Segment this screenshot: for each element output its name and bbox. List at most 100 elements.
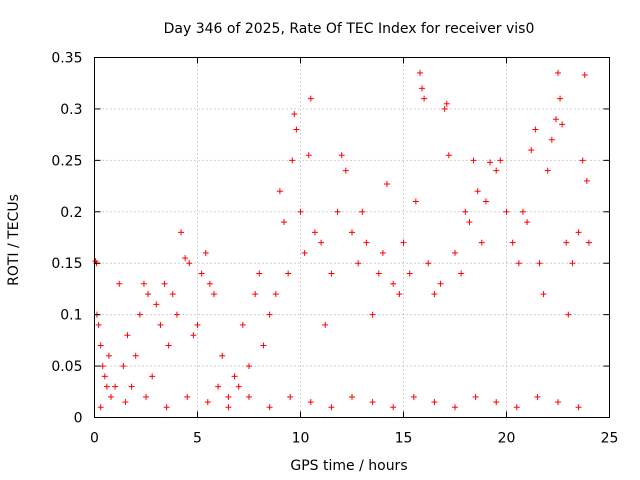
data-point (97, 404, 104, 411)
y-tick-label: 0.15 (51, 256, 82, 272)
data-point (246, 393, 252, 400)
data-point (143, 393, 149, 400)
data-point (178, 229, 185, 236)
data-point (153, 301, 160, 308)
data-point (548, 136, 555, 143)
data-point (452, 404, 458, 411)
data-point (445, 152, 452, 159)
data-point (112, 383, 119, 390)
y-tick-label: 0.1 (60, 308, 82, 324)
data-point (105, 352, 112, 359)
data-point (202, 249, 209, 256)
data-point (431, 399, 438, 406)
data-point (363, 239, 370, 246)
x-tick-label: 0 (90, 431, 99, 447)
y-tick-label: 0.05 (51, 359, 82, 375)
data-point (124, 332, 131, 339)
data-point (441, 105, 448, 112)
data-point (581, 71, 588, 78)
data-point (210, 291, 217, 298)
data-point (99, 363, 106, 370)
data-point (184, 393, 191, 400)
data-point (509, 239, 516, 246)
plot-frame (94, 57, 610, 418)
data-point (557, 95, 564, 102)
data-point (252, 291, 259, 298)
data-point (97, 342, 104, 349)
data-point (540, 291, 547, 298)
data-point (482, 198, 489, 205)
data-point (349, 229, 355, 236)
data-point (565, 311, 572, 318)
data-point (355, 260, 362, 267)
data-point (206, 280, 213, 287)
data-point (369, 311, 376, 318)
data-point (289, 157, 296, 164)
data-point (552, 116, 559, 123)
chart-title: Day 346 of 2025, Rate Of TEC Index for r… (164, 21, 535, 37)
data-point (161, 280, 168, 287)
data-point (493, 399, 500, 406)
data-point (534, 393, 541, 400)
data-point (149, 373, 156, 380)
data-point (585, 239, 592, 246)
data-point (182, 255, 189, 262)
data-point (272, 291, 279, 298)
data-point (328, 404, 335, 411)
data-point (342, 167, 349, 174)
data-point (583, 177, 590, 184)
data-point (219, 352, 226, 359)
data-point (169, 291, 176, 298)
data-point (519, 208, 526, 215)
data-point (198, 270, 205, 277)
data-point (163, 404, 170, 411)
x-tick-label: 10 (292, 431, 310, 447)
data-point (173, 311, 180, 318)
data-point (145, 291, 152, 298)
data-point (291, 111, 298, 118)
ticks-layer: 0 0.05 0.1 0.15 0.2 0.25 0.3 0.35 0 5 10 15 20 25 (51, 51, 618, 447)
data-point (311, 229, 318, 236)
x-tick-label: 25 (601, 431, 619, 447)
data-point (369, 399, 376, 406)
data-point (406, 270, 413, 277)
data-point (334, 208, 341, 215)
data-point (569, 260, 576, 267)
data-point (190, 332, 197, 339)
data-point (421, 95, 428, 102)
data-point (293, 126, 300, 133)
y-axis-label: ROTI / TECUs (6, 194, 22, 286)
data-point (305, 152, 312, 159)
data-point (431, 291, 438, 298)
data-point (579, 157, 586, 164)
data-point (103, 383, 110, 390)
data-point (375, 270, 382, 277)
data-point (165, 342, 172, 349)
x-tick-label: 15 (395, 431, 413, 447)
data-point (239, 321, 246, 328)
y-tick-label: 0.25 (51, 153, 82, 169)
data-point (285, 270, 292, 277)
data-point (128, 383, 135, 390)
data-point (328, 270, 335, 277)
x-tick-label: 20 (498, 431, 516, 447)
data-point (503, 208, 510, 215)
data-point (425, 260, 432, 267)
data-point (359, 208, 366, 215)
data-point (497, 157, 504, 164)
data-point (575, 404, 582, 411)
data-point (458, 270, 465, 277)
data-point (235, 383, 242, 390)
data-point (536, 260, 543, 267)
data-point (157, 321, 164, 328)
data-point (544, 167, 551, 174)
data-point (390, 404, 397, 411)
data-point (281, 219, 288, 226)
data-point (225, 393, 232, 400)
data-point (412, 198, 419, 205)
data-point (472, 393, 479, 400)
data-point (194, 321, 201, 328)
data-point (260, 342, 267, 349)
data-point (120, 363, 127, 370)
